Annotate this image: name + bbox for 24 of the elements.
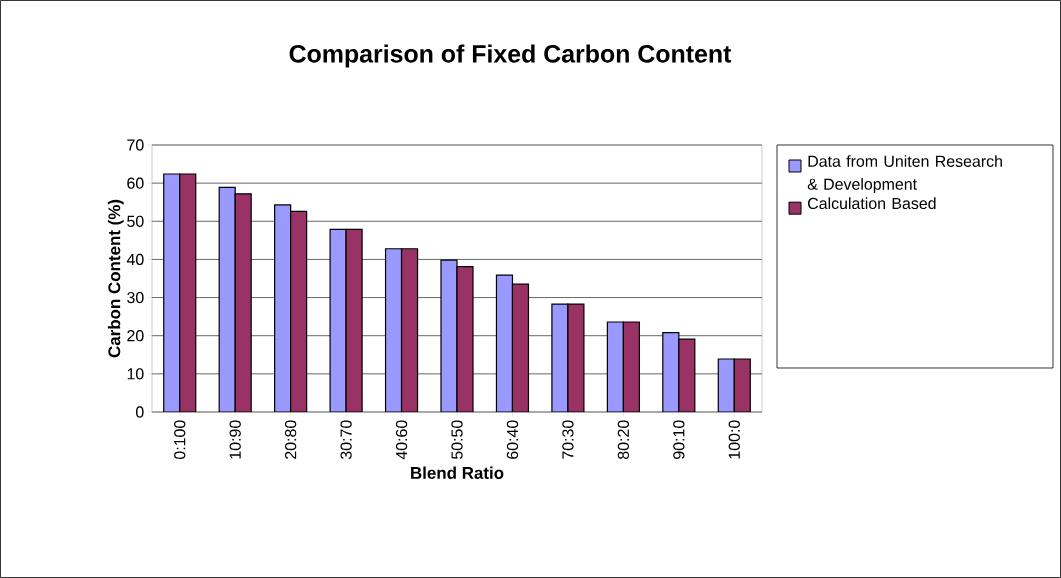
- x-tick-label: 30:70: [340, 420, 352, 460]
- y-tick-label: 60: [127, 177, 144, 189]
- x-tick-label: 50:50: [451, 420, 463, 460]
- x-tick-label: 10:90: [229, 420, 241, 459]
- y-tick-label: 20: [127, 330, 144, 342]
- legend-label: Calculation Based: [808, 197, 936, 210]
- legend-label: Data from Uniten Research & Development: [807, 155, 1002, 193]
- x-tick-label: 20:80: [285, 420, 297, 459]
- y-tick-label: 70: [127, 139, 144, 151]
- y-tick-label: 30: [127, 291, 144, 304]
- y-tick-label: 10: [127, 368, 144, 380]
- x-tick-label: 40:60: [395, 420, 408, 460]
- x-tick-label: 100:0: [728, 420, 740, 459]
- x-tick-label: 0:100: [174, 420, 186, 460]
- y-axis-title: Carbon Content (%): [107, 199, 124, 358]
- x-tick-label: 90:10: [673, 420, 685, 459]
- y-tick-label: 0: [135, 406, 144, 418]
- x-tick-label: 70:30: [562, 420, 574, 459]
- y-tick-label: 50: [127, 215, 144, 227]
- chart-title: Comparison of Fixed Carbon Content: [289, 44, 732, 68]
- y-tick-label: 40: [126, 253, 144, 266]
- x-tick-label: 80:20: [617, 420, 630, 459]
- x-axis-title: Blend Ratio: [411, 466, 504, 479]
- x-tick-label: 60:40: [506, 420, 519, 459]
